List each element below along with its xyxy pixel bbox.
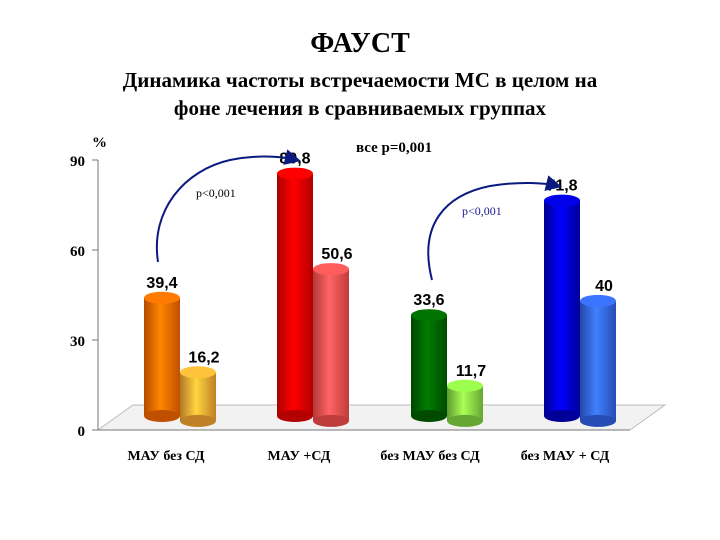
subtitle-line-1: Динамика частоты встречаемости МС в цело… [122, 68, 598, 92]
bar-series1-2 [411, 309, 447, 422]
bar-series2-0 [180, 366, 216, 427]
left-p-annotation: р<0,001 [196, 186, 236, 200]
bar-value-label: 39,4 [146, 275, 177, 292]
bar-value-label: 16,2 [188, 349, 219, 366]
bar-series2-3 [580, 294, 616, 427]
bar-series1-3 [544, 194, 580, 422]
bar-value-label: 33,6 [413, 292, 444, 309]
overall-p-annotation: все р=0,001 [356, 140, 432, 156]
bar-series2-2 [447, 379, 483, 427]
x-category-label: МАУ без СД [127, 449, 204, 464]
subtitle-line-2: фоне лечения в сравниваемых группах [173, 96, 547, 120]
left-comparison-arc [155, 149, 301, 263]
bar-value-label: 50,6 [321, 246, 352, 263]
chart-title: ФАУСТ [310, 28, 410, 59]
chart-subtitle: Динамика частоты встречаемости МС в цело… [40, 66, 680, 122]
x-category-label: без МАУ без СД [380, 449, 480, 464]
y-tick-label: 60 [70, 244, 85, 260]
y-tick-label: 30 [70, 334, 85, 350]
bar-value-label: 40 [595, 278, 613, 295]
right-comparison-arc [427, 175, 562, 281]
y-axis-label: % [92, 135, 107, 151]
bar-series1-1 [277, 167, 313, 422]
bar-series1-0 [144, 291, 180, 422]
y-tick-label: 0 [78, 424, 86, 440]
bar-value-label: 71,8 [546, 178, 577, 195]
bar-value-label: 11,7 [456, 363, 486, 380]
x-category-label: без МАУ + СД [521, 449, 610, 464]
x-category-label: МАУ +СД [268, 449, 331, 464]
bar-series2-1 [313, 263, 349, 427]
right-p-annotation: р<0,001 [462, 204, 502, 218]
y-tick-label: 90 [70, 154, 85, 170]
